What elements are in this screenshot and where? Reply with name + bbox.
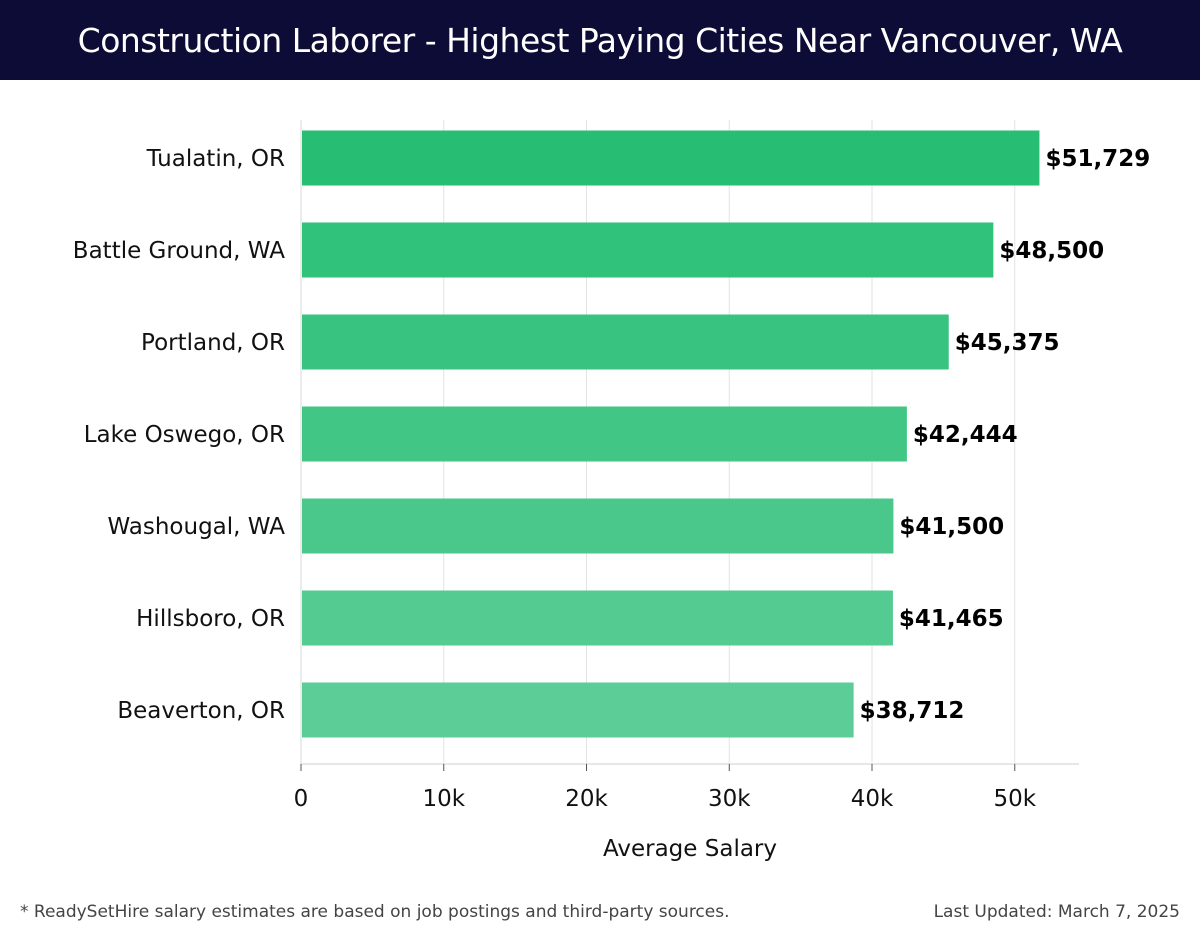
bar	[302, 498, 894, 554]
x-tick-label: 10k	[422, 786, 465, 812]
chart-title: Construction Laborer - Highest Paying Ci…	[77, 20, 1123, 60]
category-label: Beaverton, OR	[117, 698, 285, 724]
bar	[302, 130, 1040, 186]
bar	[302, 682, 854, 738]
category-label: Portland, OR	[141, 330, 285, 356]
x-tick-label: 20k	[565, 786, 608, 812]
data-label: $41,500	[899, 514, 1004, 540]
x-tick-label: 40k	[851, 786, 894, 812]
bar-chart: 0 10k 20k 30k 40k 50k Tualatin, OR $51,729 Battl…	[73, 120, 1150, 862]
bar	[302, 406, 907, 462]
x-tick-label: 50k	[993, 786, 1036, 812]
data-label: $48,500	[999, 238, 1104, 264]
data-label: $51,729	[1045, 146, 1150, 172]
category-label: Tualatin, OR	[146, 146, 285, 172]
bar	[302, 590, 893, 646]
data-label: $42,444	[913, 422, 1018, 448]
x-tick-label: 0	[294, 786, 309, 812]
category-label: Washougal, WA	[108, 514, 286, 540]
data-label: $45,375	[955, 330, 1060, 356]
data-label: $41,465	[899, 606, 1004, 632]
bar	[302, 314, 949, 370]
x-tick-label: 30k	[708, 786, 751, 812]
category-label: Lake Oswego, OR	[84, 422, 285, 448]
last-updated-date: Last Updated: March 7, 2025	[933, 902, 1180, 922]
data-label: $38,712	[860, 698, 965, 724]
category-label: Hillsboro, OR	[136, 606, 285, 632]
footer-note: * ReadySetHire salary estimates are base…	[20, 902, 730, 922]
chart-header: Construction Laborer - Highest Paying Ci…	[0, 0, 1200, 80]
category-label: Battle Ground, WA	[73, 238, 285, 264]
bar	[302, 222, 994, 278]
x-axis-title: Average Salary	[603, 836, 777, 862]
